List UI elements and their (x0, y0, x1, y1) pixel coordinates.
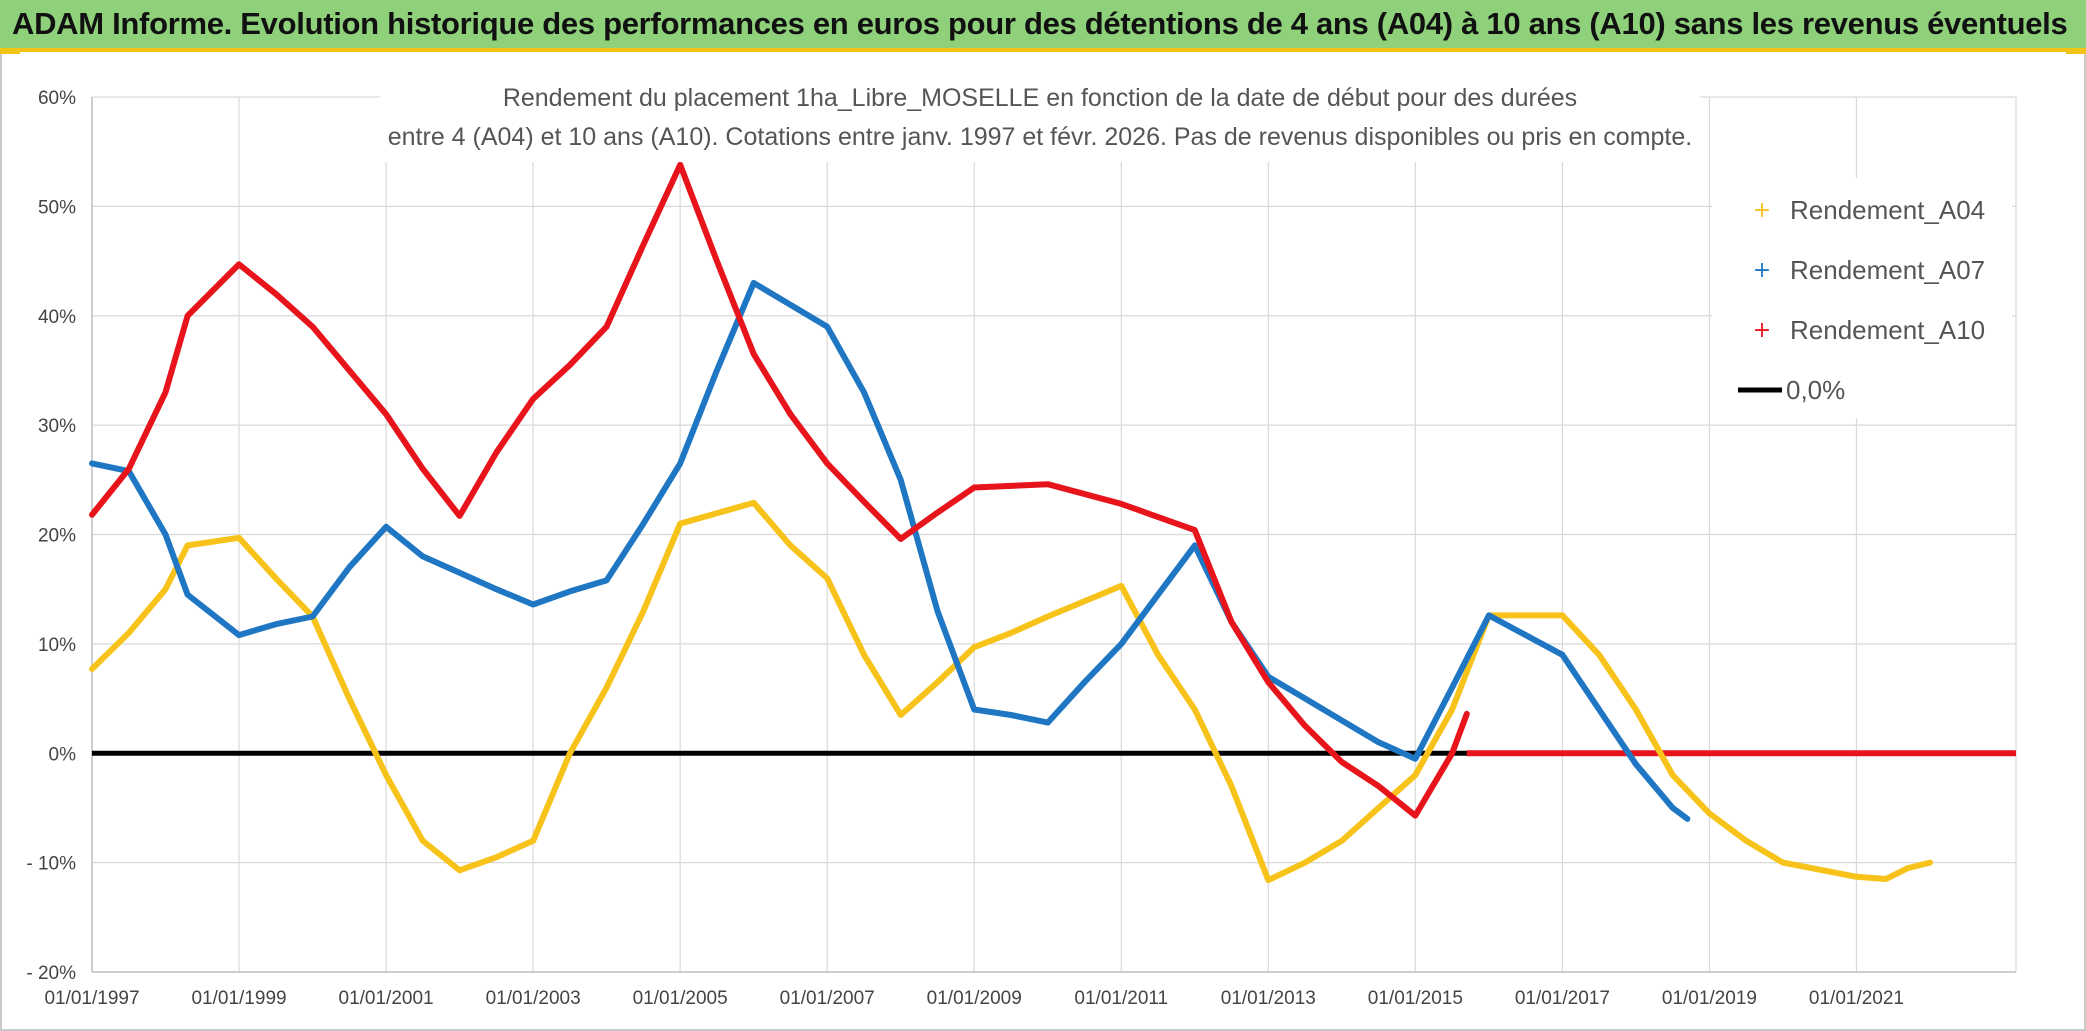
legend-label: 0,0% (1786, 375, 1845, 405)
report-header: ADAM Informe. Evolution historique des p… (0, 0, 2086, 52)
y-tick-label: 50% (38, 197, 76, 218)
header-accent-left (0, 48, 20, 54)
y-tick-label: 0% (49, 744, 77, 765)
header-accent-right (2066, 48, 2086, 54)
legend-label: Rendement_A10 (1790, 315, 1985, 345)
legend: + Rendement_A04 + Rendement_A07 + Rendement_A… (1712, 178, 2012, 418)
y-tick-label: - 20% (26, 963, 76, 984)
x-tick-label: 01/01/2001 (339, 988, 434, 1009)
x-tick-label: 01/01/1999 (191, 988, 286, 1009)
series-line-rendement-a10 (89, 161, 1470, 819)
series-line-rendement-a04 (89, 499, 1933, 884)
chart-title-box: Rendement du placement 1ha_Libre_MOSELLE… (380, 76, 1700, 162)
legend-marker: + (1753, 198, 1771, 223)
y-tick-label: 40% (38, 307, 76, 328)
chart-title-line-1: Rendement du placement 1ha_Libre_MOSELLE… (503, 84, 1577, 112)
x-tick-label: 01/01/2013 (1221, 988, 1316, 1009)
x-tick-label: 01/01/2009 (927, 988, 1022, 1009)
axes: 60% 50% 40% 30% 20% 10% 0% - 10% - 20% 01/01/1997… (26, 88, 2016, 1009)
series-line-rendement-a07 (89, 279, 1691, 822)
legend-background (1712, 178, 2012, 418)
series-layer (89, 161, 2016, 884)
report-title: ADAM Informe. Evolution historique des p… (12, 6, 2068, 41)
x-tick-label: 01/01/2015 (1368, 988, 1463, 1009)
legend-label: Rendement_A07 (1790, 255, 1985, 285)
y-tick-label: 30% (38, 416, 76, 437)
x-tick-label: 01/01/2005 (633, 988, 728, 1009)
x-tick-label: 01/01/2017 (1515, 988, 1610, 1009)
x-tick-label: 01/01/2021 (1809, 988, 1904, 1009)
chart-title-line-2: entre 4 (A04) et 10 ans (A10). Cotations… (388, 123, 1692, 151)
y-tick-label: 60% (38, 88, 76, 109)
x-tick-label: 01/01/2003 (486, 988, 581, 1009)
x-tick-label: 01/01/2019 (1662, 988, 1757, 1009)
x-tick-label: 01/01/2007 (780, 988, 875, 1009)
y-tick-label: 20% (38, 526, 76, 547)
x-tick-label: 01/01/2011 (1074, 988, 1168, 1009)
legend-marker: + (1753, 318, 1771, 343)
legend-label: Rendement_A04 (1790, 195, 1985, 225)
x-tick-label: 01/01/1997 (44, 988, 139, 1009)
y-tick-label: - 10% (26, 854, 76, 875)
chart-title-background (380, 76, 1700, 162)
legend-marker: + (1753, 258, 1771, 283)
y-tick-label: 10% (38, 635, 76, 656)
